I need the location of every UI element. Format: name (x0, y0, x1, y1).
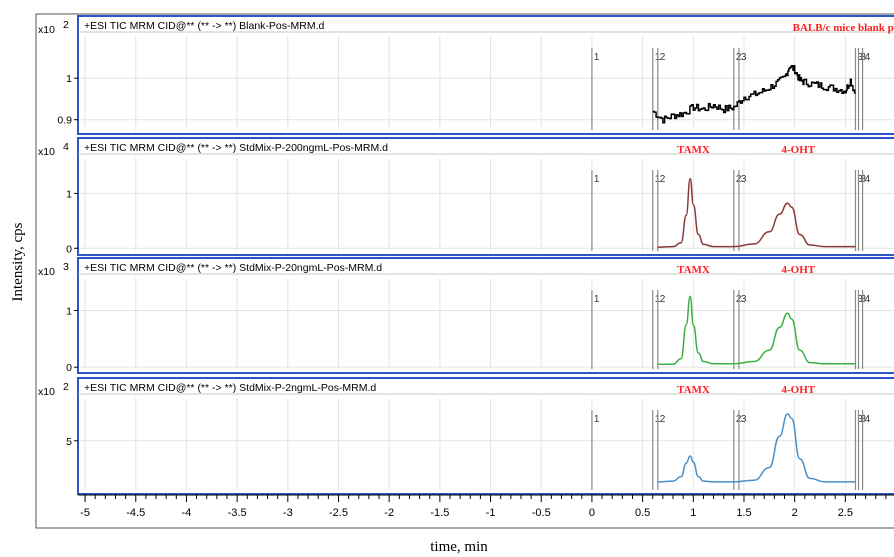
event-marker-label: 1 (594, 52, 600, 63)
event-marker-label: 3 (741, 294, 747, 305)
panel-4: x10 2 +ESI TIC MRM CID@** (** -> **) StdMi… (38, 377, 894, 495)
panel-border (77, 15, 894, 135)
annotation-label: 4-OHT (781, 384, 815, 396)
trace-line (657, 177, 856, 248)
event-marker-label: 1 (594, 414, 600, 425)
scale-label: x10 (38, 24, 55, 36)
scale-exponent: 4 (63, 141, 69, 153)
x-tick-label: -2 (384, 507, 394, 519)
annotation-label: 4-OHT (781, 264, 815, 276)
event-marker-label: 3 (857, 294, 863, 305)
annotation-label: 4-OHT (781, 144, 815, 156)
trace-line (657, 295, 856, 366)
x-tick-label: 1.5 (736, 507, 751, 519)
x-tick-label: -1.5 (430, 507, 449, 519)
panel-1: x10 2 +ESI TIC MRM CID@** (** -> **) Blank… (38, 15, 894, 135)
x-tick-label: 2.5 (838, 507, 853, 519)
x-tick-label: 1 (690, 507, 696, 519)
panel-title: +ESI TIC MRM CID@** (** -> **) Blank-Pos… (84, 20, 325, 32)
scale-label: x10 (38, 266, 55, 278)
event-marker-label: 3 (861, 174, 867, 185)
panel-title: +ESI TIC MRM CID@** (** -> **) StdMix-P-… (84, 382, 376, 394)
trace-line (652, 64, 856, 124)
event-marker-label: 3 (857, 52, 863, 63)
x-tick-label: -4 (182, 507, 192, 519)
scale-label: x10 (38, 386, 55, 398)
scale-label: x10 (38, 146, 55, 158)
annotation-label: BALB/c mice blank plasma (793, 22, 894, 34)
event-marker-label: 3 (741, 52, 747, 63)
y-tick-label: 1 (66, 188, 72, 200)
x-tick-label: -0.5 (532, 507, 551, 519)
x-tick-label: -5 (80, 507, 90, 519)
y-tick-label: 0.9 (57, 115, 72, 127)
panel-border (77, 137, 894, 256)
scale-exponent: 3 (63, 261, 69, 273)
event-marker-label: 2 (660, 294, 666, 305)
y-tick-label: 0 (66, 362, 72, 374)
panel-border (77, 257, 894, 374)
x-tick-label: 0 (589, 507, 595, 519)
x-tick-label: -2.5 (329, 507, 348, 519)
event-marker-label: 2 (660, 414, 666, 425)
trace-line (657, 413, 856, 483)
panel-3: x10 3 +ESI TIC MRM CID@** (** -> **) StdMi… (38, 257, 894, 374)
annotation-label: TAMX (677, 384, 710, 396)
y-tick-label: 0 (66, 243, 72, 255)
x-tick-label: -3 (283, 507, 293, 519)
panel-title: +ESI TIC MRM CID@** (** -> **) StdMix-P-… (84, 262, 382, 274)
event-marker-label: 4 (865, 52, 871, 63)
panel-border (77, 377, 894, 495)
x-tick-label: 2 (792, 507, 798, 519)
event-marker-label: 4 (865, 414, 871, 425)
annotation-label: TAMX (677, 144, 710, 156)
event-marker-label: 3 (861, 294, 867, 305)
event-marker-label: 4 (865, 294, 871, 305)
x-tick-label: -1 (486, 507, 496, 519)
x-tick-label: 0.5 (635, 507, 650, 519)
panels-layer: x10 2 +ESI TIC MRM CID@** (** -> **) Blank… (38, 15, 894, 495)
y-tick-label: 1 (66, 73, 72, 85)
event-marker-label: 1 (594, 294, 600, 305)
event-marker-label: 3 (861, 52, 867, 63)
panel-title: +ESI TIC MRM CID@** (** -> **) StdMix-P-… (84, 142, 388, 154)
event-marker-label: 3 (857, 414, 863, 425)
annotation-label: TAMX (677, 264, 710, 276)
x-tick-label: -3.5 (228, 507, 247, 519)
x-tick-label: -4.5 (126, 507, 145, 519)
x-axis: -5 -4.5 -4 -3.5 -3 -2.5 -2 -1.5 -1 -0.5 0 0.5 1 1.5 2 2… (78, 494, 894, 519)
event-marker-label: 2 (660, 174, 666, 185)
x-axis-title: time, min (430, 539, 488, 555)
scale-exponent: 2 (63, 19, 69, 31)
y-tick-label: 5 (66, 436, 72, 448)
event-marker-label: 3 (861, 414, 867, 425)
event-marker-label: 2 (660, 52, 666, 63)
panel-2: x10 4 +ESI TIC MRM CID@** (** -> **) StdMi… (38, 137, 894, 256)
event-marker-label: 1 (594, 174, 600, 185)
scale-exponent: 2 (63, 381, 69, 393)
event-marker-label: 3 (857, 174, 863, 185)
event-marker-label: 3 (741, 174, 747, 185)
y-axis-title: Intensity, cps (10, 222, 26, 301)
y-tick-label: 1 (66, 306, 72, 318)
event-marker-label: 4 (865, 174, 871, 185)
event-marker-label: 3 (741, 414, 747, 425)
